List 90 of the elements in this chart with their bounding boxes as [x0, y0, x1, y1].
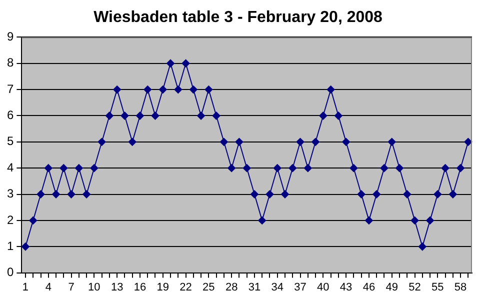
point [36, 190, 45, 198]
point [410, 216, 419, 224]
x-tick-label: 31 [248, 281, 261, 294]
y-tick-label: 7 [6, 82, 14, 96]
point [52, 190, 60, 198]
point [319, 112, 328, 120]
x-tick-label: 37 [294, 281, 306, 294]
x-tick-label: 49 [386, 281, 398, 294]
point [250, 190, 258, 198]
y-tick-label: 6 [6, 108, 14, 122]
point [174, 86, 182, 94]
point [151, 112, 160, 120]
y-tick-label: 0 [6, 265, 14, 280]
y-tick-label: 4 [6, 160, 14, 174]
point [128, 138, 136, 146]
point [258, 216, 266, 224]
x-tick-label: 46 [362, 281, 376, 294]
point [426, 216, 434, 224]
point [403, 190, 412, 198]
x-tick-label: 58 [454, 281, 467, 294]
chart-title: Wiesbaden table 3 - February 20, 2008 [94, 9, 383, 26]
x-tick-label: 52 [408, 281, 421, 294]
point [182, 59, 190, 68]
point [212, 112, 220, 120]
point [418, 242, 426, 251]
point [82, 190, 91, 198]
point [158, 86, 167, 94]
point [204, 86, 213, 94]
point [197, 112, 206, 120]
point [326, 86, 335, 94]
point [235, 138, 244, 146]
x-tick-label: 1 [22, 281, 29, 294]
x-tick-label: 28 [225, 281, 238, 294]
y-tick-label: 9 [6, 30, 14, 44]
point [90, 164, 98, 172]
point [434, 190, 442, 198]
point [464, 138, 472, 146]
point [448, 190, 457, 198]
point [21, 242, 30, 251]
x-tick-label: 16 [134, 281, 146, 294]
x-tick-label: 34 [271, 281, 284, 294]
point [380, 164, 388, 172]
point [388, 138, 396, 146]
x-tick-label: 19 [156, 281, 170, 294]
x-tick-label: 25 [202, 281, 215, 294]
point [350, 164, 358, 172]
point [228, 164, 236, 172]
y-tick-label: 3 [6, 186, 14, 201]
point [136, 112, 144, 120]
point [242, 164, 251, 172]
point [357, 190, 366, 198]
point [74, 164, 83, 172]
point [29, 216, 38, 224]
point [144, 86, 152, 94]
x-tick-label: 4 [45, 281, 52, 294]
point [342, 138, 350, 146]
x-tick-label: 55 [432, 281, 444, 294]
point [189, 86, 198, 94]
x-tick-label: 43 [340, 281, 352, 294]
point [395, 164, 404, 172]
point [105, 112, 114, 120]
point [281, 190, 289, 198]
point [266, 190, 274, 198]
point [334, 112, 342, 120]
point [372, 190, 381, 198]
point [441, 164, 450, 172]
point [67, 190, 76, 198]
y-tick-label: 8 [6, 56, 14, 70]
point [220, 138, 228, 146]
y-tick-label: 1 [6, 238, 14, 253]
x-tick-label: 40 [317, 281, 330, 294]
y-tick-label: 2 [6, 212, 14, 227]
point [364, 216, 373, 224]
point [98, 138, 106, 146]
point [60, 164, 68, 172]
point [304, 164, 312, 172]
point [312, 138, 320, 146]
x-tick-label: 22 [180, 281, 192, 294]
point [120, 112, 129, 120]
point [456, 164, 465, 172]
x-tick-label: 13 [110, 281, 124, 294]
point [296, 138, 304, 146]
point [113, 86, 122, 94]
x-tick-label: 10 [88, 281, 100, 294]
x-tick-label: 7 [68, 281, 74, 294]
point [273, 164, 282, 172]
point [288, 164, 297, 172]
y-tick-label: 5 [6, 134, 14, 148]
point [166, 59, 175, 68]
point [44, 164, 52, 172]
